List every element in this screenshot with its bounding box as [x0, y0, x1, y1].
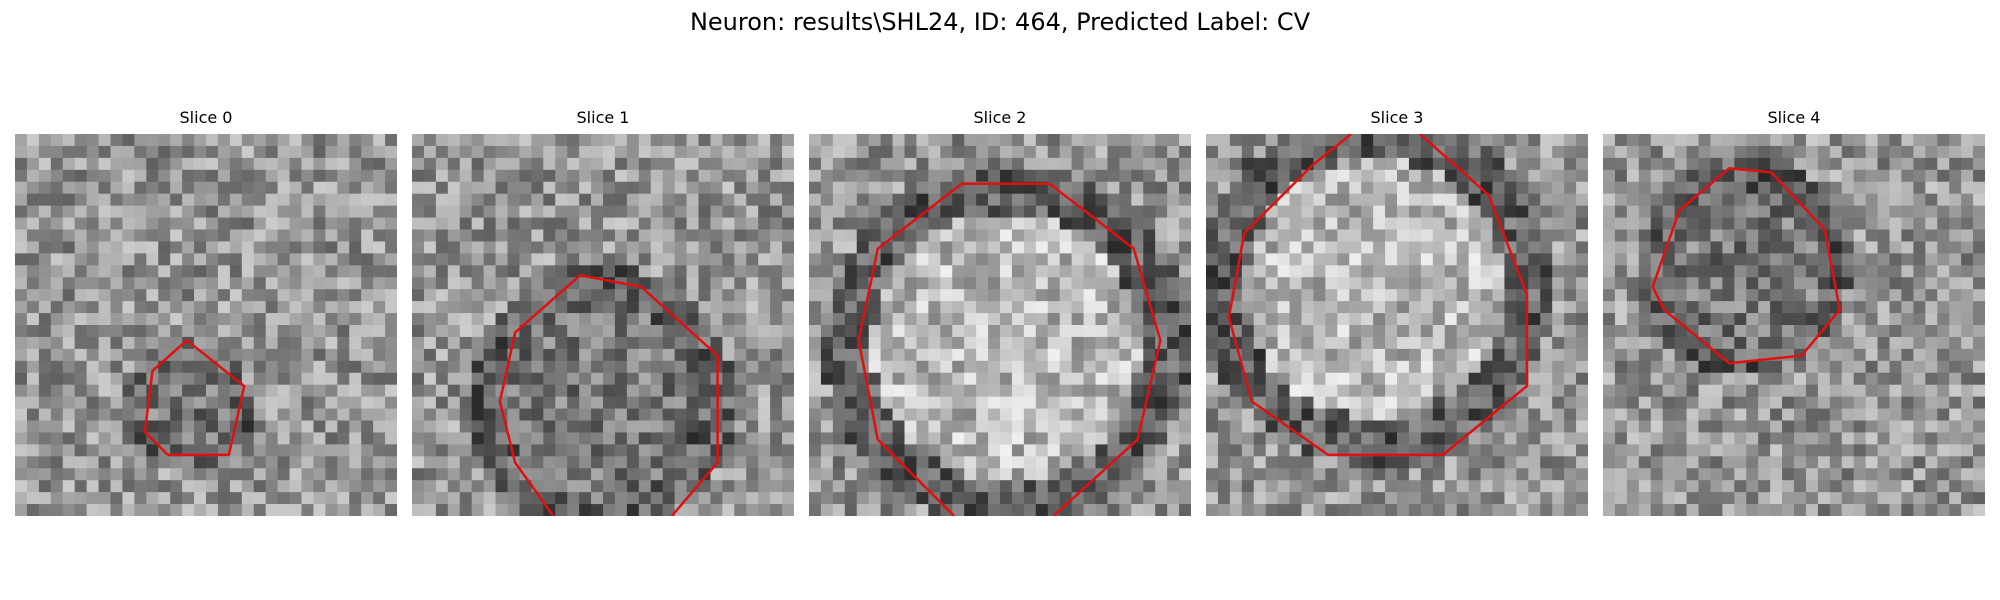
pixel-texture [809, 134, 1191, 516]
pixel-texture [15, 134, 397, 516]
slice-panel-2: Slice 2 [809, 108, 1191, 516]
contour-line [857, 182, 1162, 516]
slice-panel-4: Slice 4 [1603, 108, 1985, 516]
slice-image [809, 134, 1191, 516]
slice-title: Slice 4 [1767, 108, 1821, 127]
pixel-texture [1206, 134, 1588, 516]
figure-title: Neuron: results\SHL24, ID: 464, Predicte… [689, 8, 1311, 36]
slice-title: Slice 3 [1370, 108, 1424, 127]
contour-line [1651, 167, 1842, 365]
slice-title: Slice 0 [179, 108, 233, 127]
slice-title: Slice 1 [576, 108, 630, 127]
slice-image [1603, 134, 1985, 516]
slice-title: Slice 2 [973, 108, 1027, 127]
slice-panel-1: Slice 1 [412, 108, 794, 516]
pixel-texture [1603, 134, 1985, 516]
contour-line [1227, 134, 1529, 457]
contour-line [143, 339, 246, 457]
contour-line [498, 274, 719, 516]
slice-panel-0: Slice 0 [15, 108, 397, 516]
slice-image [15, 134, 397, 516]
slice-image [412, 134, 794, 516]
slice-panel-3: Slice 3 [1206, 108, 1588, 516]
slice-image [1206, 134, 1588, 516]
pixel-texture [412, 134, 794, 516]
